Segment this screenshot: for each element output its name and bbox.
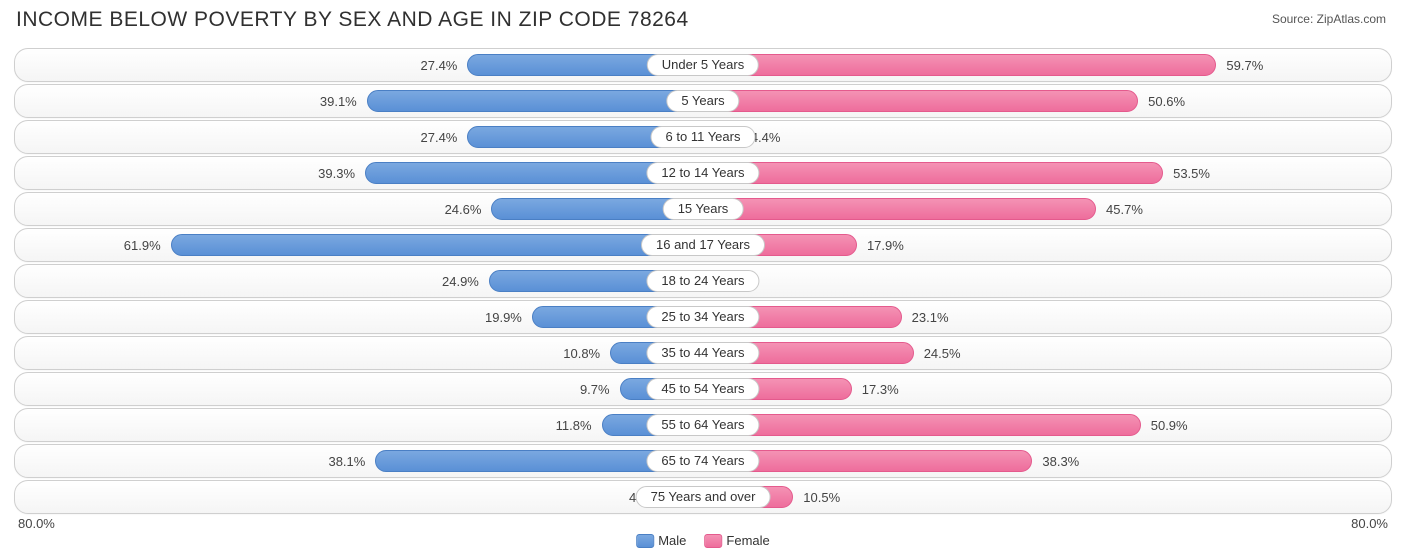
chart-row: 39.3% 53.5% 12 to 14 Years xyxy=(14,156,1392,190)
legend-female-label: Female xyxy=(726,533,769,548)
male-value-label: 39.3% xyxy=(318,157,355,191)
male-value-label: 10.8% xyxy=(563,337,600,371)
category-label: 6 to 11 Years xyxy=(651,126,756,148)
male-bar xyxy=(171,234,703,256)
legend-male: Male xyxy=(636,533,686,548)
category-label: 12 to 14 Years xyxy=(646,162,759,184)
male-value-label: 39.1% xyxy=(320,85,357,119)
source-label: Source: ZipAtlas.com xyxy=(1272,12,1386,26)
category-label: 18 to 24 Years xyxy=(646,270,759,292)
legend-male-label: Male xyxy=(658,533,686,548)
chart-row: 38.1% 38.3% 65 to 74 Years xyxy=(14,444,1392,478)
female-value-label: 45.7% xyxy=(1106,193,1143,227)
male-value-label: 24.9% xyxy=(442,265,479,299)
chart-row: 4.0%10.5%75 Years and over xyxy=(14,480,1392,514)
category-label: 16 and 17 Years xyxy=(641,234,765,256)
female-value-label: 53.5% xyxy=(1173,157,1210,191)
male-value-label: 38.1% xyxy=(328,445,365,479)
chart-title: INCOME BELOW POVERTY BY SEX AND AGE IN Z… xyxy=(16,8,689,32)
chart-row: 19.9% 23.1% 25 to 34 Years xyxy=(14,300,1392,334)
female-bar xyxy=(703,162,1163,184)
male-bar xyxy=(367,90,703,112)
female-value-label: 24.5% xyxy=(924,337,961,371)
legend: Male Female xyxy=(636,533,770,548)
male-value-label: 9.7% xyxy=(580,373,610,407)
chart-row: 39.1% 50.6% 5 Years xyxy=(14,84,1392,118)
female-value-label: 38.3% xyxy=(1042,445,1079,479)
chart-area: 27.4% 59.7% Under 5 Years 39.1% 50.6% 5 Years… xyxy=(14,48,1392,520)
chart-row: 24.6% 45.7% 15 Years xyxy=(14,192,1392,226)
category-label: Under 5 Years xyxy=(647,54,759,76)
male-value-label: 24.6% xyxy=(445,193,482,227)
male-value-label: 27.4% xyxy=(421,49,458,83)
chart-row: 9.7% 17.3% 45 to 54 Years xyxy=(14,372,1392,406)
category-label: 55 to 64 Years xyxy=(646,414,759,436)
legend-female: Female xyxy=(704,533,769,548)
chart-row: 27.4% 59.7% Under 5 Years xyxy=(14,48,1392,82)
chart-row: 24.9%0.0%18 to 24 Years xyxy=(14,264,1392,298)
category-label: 45 to 54 Years xyxy=(646,378,759,400)
category-label: 15 Years xyxy=(663,198,744,220)
male-swatch-icon xyxy=(636,534,654,548)
female-value-label: 50.9% xyxy=(1151,409,1188,443)
male-value-label: 61.9% xyxy=(124,229,161,263)
male-value-label: 27.4% xyxy=(421,121,458,155)
female-value-label: 59.7% xyxy=(1226,49,1263,83)
category-label: 75 Years and over xyxy=(636,486,771,508)
category-label: 25 to 34 Years xyxy=(646,306,759,328)
chart-row: 11.8% 50.9% 55 to 64 Years xyxy=(14,408,1392,442)
axis-right-label: 80.0% xyxy=(1351,516,1388,531)
female-value-label: 50.6% xyxy=(1148,85,1185,119)
chart-row: 10.8% 24.5% 35 to 44 Years xyxy=(14,336,1392,370)
female-bar xyxy=(703,414,1141,436)
female-value-label: 10.5% xyxy=(803,481,840,515)
male-value-label: 19.9% xyxy=(485,301,522,335)
chart-row: 27.4%4.4%6 to 11 Years xyxy=(14,120,1392,154)
female-bar xyxy=(703,198,1096,220)
male-value-label: 11.8% xyxy=(556,409,592,443)
female-bar xyxy=(703,54,1216,76)
female-bar xyxy=(703,90,1138,112)
category-label: 5 Years xyxy=(666,90,739,112)
category-label: 65 to 74 Years xyxy=(646,450,759,472)
female-value-label: 17.3% xyxy=(862,373,899,407)
female-swatch-icon xyxy=(704,534,722,548)
female-value-label: 17.9% xyxy=(867,229,904,263)
chart-row: 61.9% 17.9% 16 and 17 Years xyxy=(14,228,1392,262)
axis-left-label: 80.0% xyxy=(18,516,55,531)
female-value-label: 23.1% xyxy=(912,301,949,335)
category-label: 35 to 44 Years xyxy=(646,342,759,364)
